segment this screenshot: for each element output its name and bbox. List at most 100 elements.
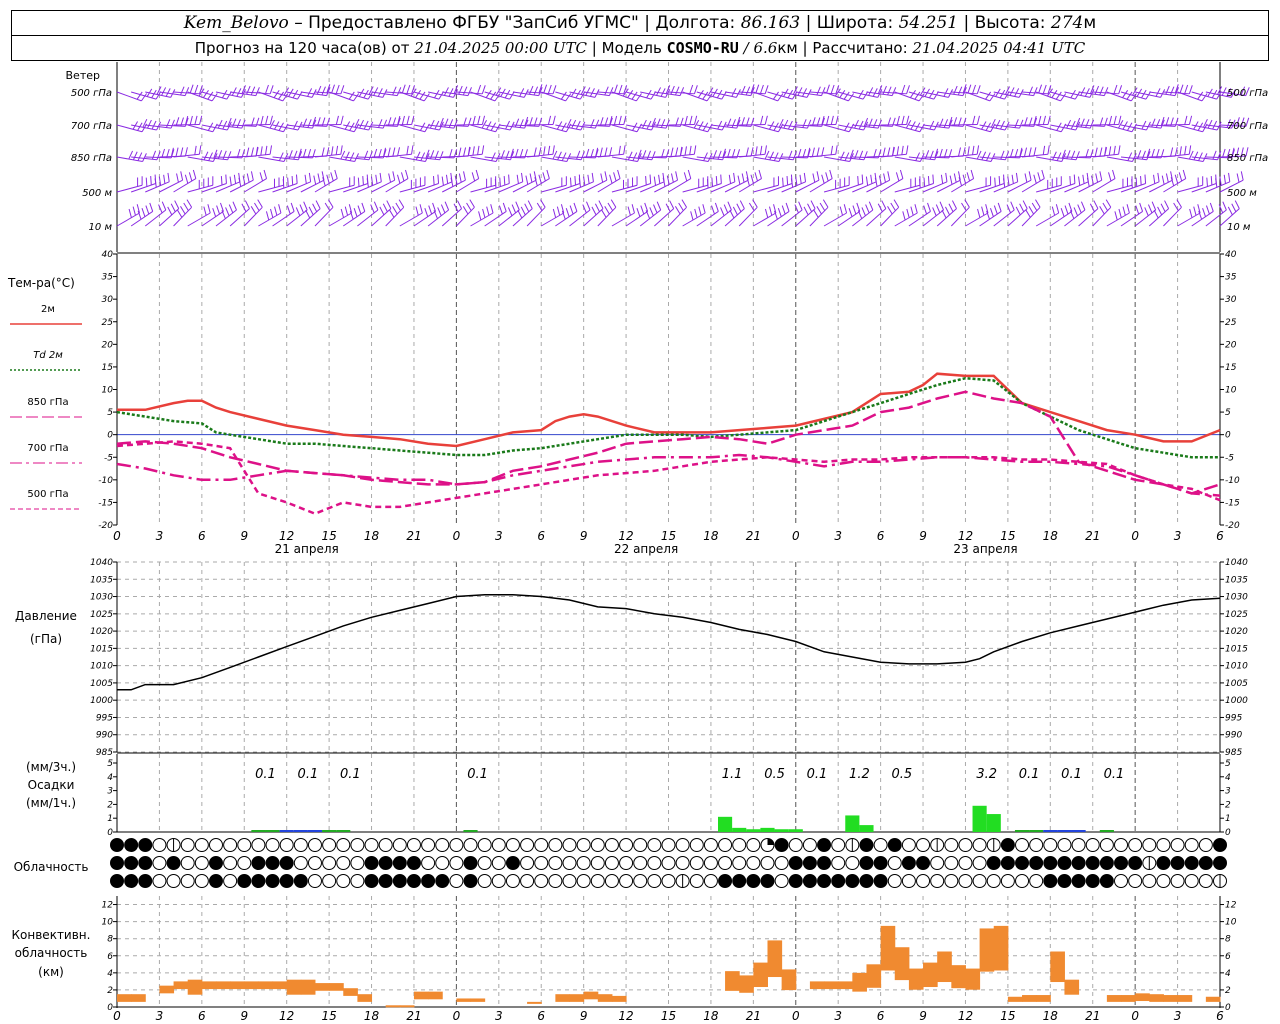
wind-barb [1163, 153, 1190, 158]
wind-barb-feather [1174, 174, 1179, 184]
conv-bar [923, 962, 938, 988]
wind-barb-feather [1170, 147, 1174, 157]
wind-barb-feather [400, 172, 405, 182]
wind-barb-feather [1061, 153, 1067, 162]
wind-barb-feather [1080, 87, 1086, 96]
model-name: COSMO-RU [666, 39, 739, 57]
wind-barb-feather [1047, 115, 1051, 125]
wind-barb-feather [1025, 209, 1031, 218]
wind-barb-feather [1144, 174, 1147, 184]
wind-barb-feather [887, 86, 892, 96]
wind-barb-feather [529, 173, 533, 183]
conv-bar [569, 994, 585, 1002]
cloud-symbol [279, 838, 294, 852]
wind-barb-feather [482, 208, 486, 218]
wind-barb-feather [1099, 206, 1105, 215]
wind-barb-feather [962, 87, 967, 96]
wind-barb-feather [945, 206, 950, 216]
wind-barb-feather [293, 150, 298, 160]
wind-barb-feather [260, 115, 264, 125]
wind-barb-feather [282, 93, 289, 102]
cloud-symbol [477, 856, 492, 870]
wind-barb-feather [1202, 208, 1206, 217]
wind-barb-feather [378, 119, 383, 128]
wind-barb-feather [494, 93, 501, 102]
precip-bar [859, 825, 874, 832]
wind-barb-feather [392, 147, 396, 157]
wind-barb [1177, 212, 1201, 227]
temp-ytick-label: 35 [1225, 273, 1237, 283]
wind-barb-feather [443, 87, 449, 96]
wind-barb-feather [220, 176, 223, 186]
wind-barb-feather [1042, 84, 1047, 94]
wind-barb-feather [646, 150, 651, 160]
press-ytick-label: 985 [96, 748, 113, 758]
wind-barb-feather [929, 120, 935, 130]
wind-barb-feather [830, 145, 834, 155]
precip-ytick-label: 5 [107, 759, 113, 769]
wind-barb-feather [1103, 87, 1109, 96]
wind-barb-feather [547, 115, 552, 125]
wind-barb-feather [993, 205, 998, 215]
wind-barb [342, 211, 366, 227]
cloud-symbol [1085, 856, 1100, 870]
wind-barb-feather [486, 206, 490, 216]
wind-barb-feather [598, 200, 604, 209]
wind-barb-feather [340, 145, 343, 155]
wind-barb-feather [839, 90, 846, 98]
precip-trace-bar [1043, 830, 1058, 832]
conv-ytick-label: 6 [1225, 952, 1231, 962]
cloud-symbol [1128, 838, 1143, 852]
wind-barb-feather [415, 90, 422, 98]
wind-barb-feather [560, 91, 567, 100]
wind-barb-feather [569, 205, 574, 215]
wind-barb-feather [128, 150, 134, 160]
wind-barb [908, 211, 931, 227]
wind-barb-feather [1201, 93, 1208, 102]
temp-ytick-label: 10 [1225, 386, 1237, 396]
cloud-symbol [972, 856, 987, 870]
wind-barb-feather [283, 87, 290, 96]
cloud-symbol [1043, 874, 1058, 888]
wind-barb-feather [1144, 207, 1149, 216]
wind-barb-feather [326, 147, 330, 157]
cloud-symbol [901, 856, 916, 870]
wind-barb-feather [387, 117, 392, 127]
cloud-symbol [1213, 856, 1227, 870]
wind-barb-feather [415, 206, 419, 216]
cloud-symbol [661, 856, 676, 870]
wind-barb-feather [203, 151, 209, 161]
wind-barb-feather [736, 116, 741, 126]
cloud-symbol [1170, 838, 1185, 852]
wind-barb-feather [561, 152, 567, 161]
conv-bar [908, 968, 924, 990]
wind-barb-feather [1135, 205, 1140, 215]
wind-barb-feather [304, 174, 307, 184]
wind-barb-feather [362, 176, 364, 186]
wind-barb-feather [1151, 118, 1156, 128]
wind-barb-feather [340, 150, 346, 160]
cloud-symbol [831, 856, 846, 870]
wind-barb-feather [600, 173, 604, 183]
legend-label: Td 2м [33, 350, 63, 361]
wind-barb [823, 184, 850, 193]
wind-barb-feather [887, 171, 891, 181]
wind-barb-feather [147, 119, 152, 129]
wind-barb-feather [901, 115, 905, 125]
separator: | [591, 39, 597, 57]
cloud-symbol [293, 838, 308, 852]
wind-barb-feather [1174, 87, 1180, 96]
hour-label-bottom: 12 [618, 1009, 633, 1023]
wind-barb-feather [799, 174, 802, 184]
cloud-symbol [110, 856, 124, 870]
wind-barb-feather [189, 115, 193, 125]
wind-barb-feather [631, 204, 635, 214]
cloud-symbol [746, 874, 761, 888]
wind-barb-feather [382, 203, 388, 212]
wind-barb-feather [989, 93, 996, 102]
wind-barb-feather [250, 86, 256, 96]
wind-barb-feather [326, 84, 331, 93]
cloud-symbol [661, 838, 676, 852]
precip-bar [760, 827, 775, 832]
wind-barb-feather [623, 145, 626, 155]
